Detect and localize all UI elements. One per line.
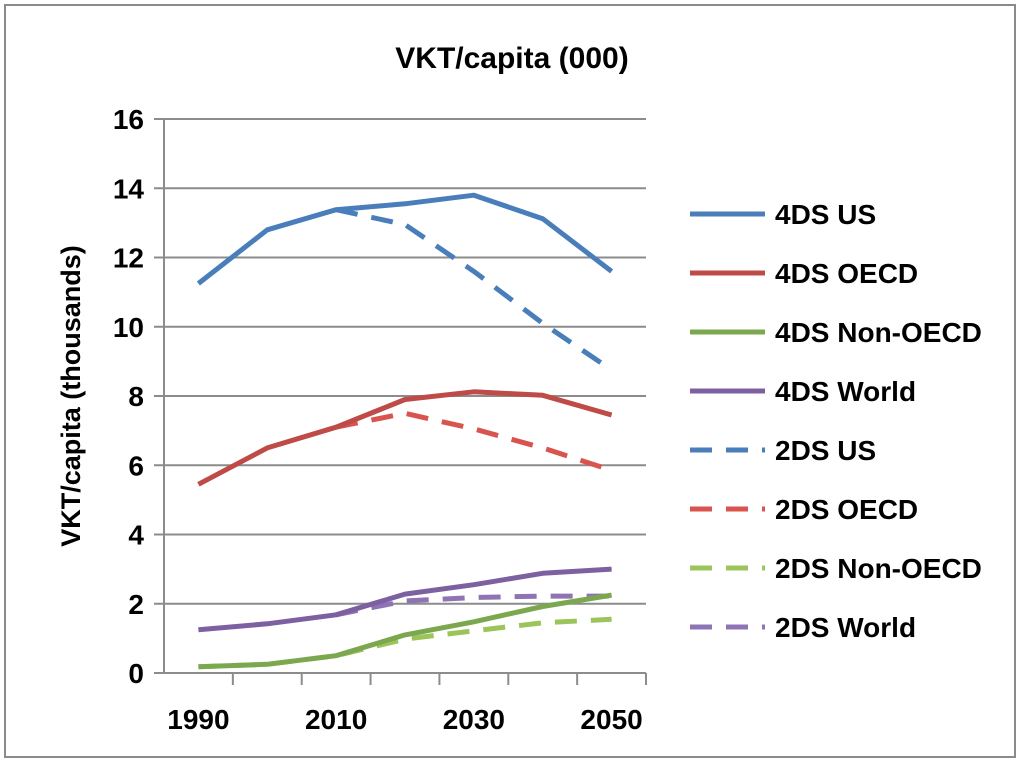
legend: 4DS US 4DS OECD 4DS Non-OECD 4DS World 2DS U…: [690, 199, 982, 643]
legend-label: 4DS Non-OECD: [775, 317, 982, 348]
y-tick-label: 12: [113, 243, 144, 274]
y-tick-label: 6: [128, 450, 144, 481]
series-lines: [196, 192, 614, 670]
y-tick-label: 0: [128, 658, 144, 689]
legend-label: 2DS World: [775, 612, 916, 643]
y-tick-label: 4: [128, 520, 144, 551]
legend-label: 4DS World: [775, 376, 916, 407]
series-line-2ds-oecd: [335, 410, 613, 473]
legend-label: 2DS OECD: [775, 494, 918, 525]
legend-label: 2DS Non-OECD: [775, 553, 982, 584]
legend-label: 2DS US: [775, 435, 876, 466]
legend-label: 4DS US: [775, 199, 876, 230]
series-line-4ds-world: [198, 566, 612, 633]
series-line-4ds-oecd: [197, 389, 613, 487]
y-tick-label: 14: [113, 173, 145, 204]
x-tick-label: 2030: [443, 704, 505, 735]
series-line-2ds-world: [335, 593, 612, 618]
series-line-2ds-us: [335, 207, 614, 373]
y-tick-label: 16: [113, 104, 144, 135]
axes: 0 2 4 6 8 10 12 14 16 1990 2010 2030 2050: [113, 104, 647, 735]
x-tick-label: 2050: [580, 704, 642, 735]
legend-label: 4DS OECD: [775, 258, 918, 289]
x-tick-label: 1990: [167, 704, 229, 735]
y-axis-label: VKT/capita (thousands): [56, 245, 86, 547]
series-line-4ds-us: [196, 192, 614, 286]
x-tick-label: 2010: [305, 704, 367, 735]
y-tick-label: 10: [113, 312, 144, 343]
y-tick-label: 8: [128, 381, 144, 412]
y-tick-label: 2: [128, 589, 144, 620]
chart-title: VKT/capita (000): [395, 42, 628, 75]
series-line-4ds-non-oecd: [198, 592, 613, 670]
chart-frame: [4, 4, 1016, 758]
gridlines: [164, 118, 646, 605]
